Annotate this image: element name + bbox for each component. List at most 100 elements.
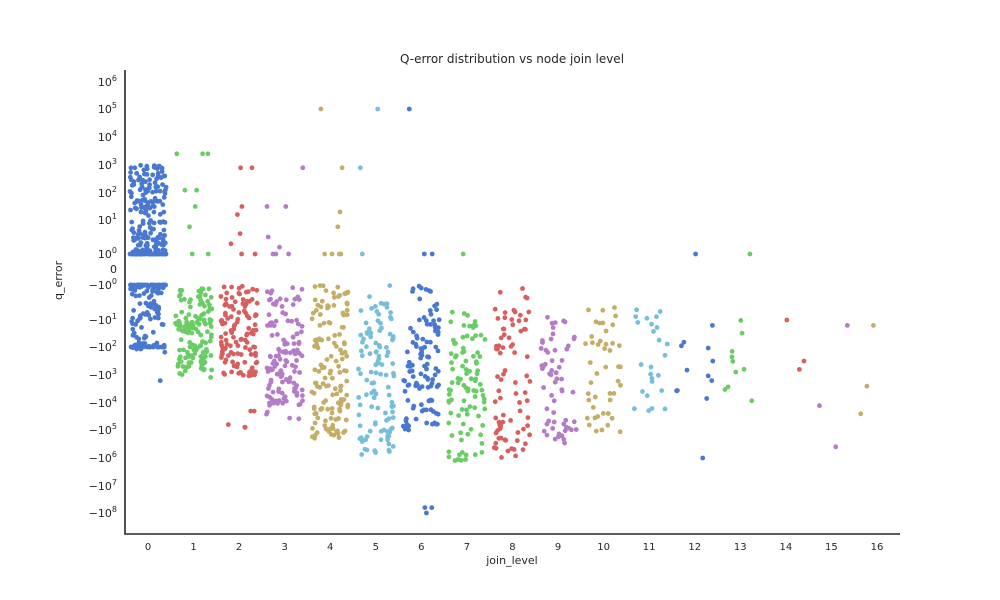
data-point — [408, 325, 413, 331]
y-tick-label: −106 — [89, 450, 117, 465]
data-point — [143, 300, 149, 306]
data-point — [150, 237, 156, 243]
data-point — [134, 235, 139, 241]
data-point — [571, 336, 577, 342]
data-point — [617, 343, 622, 348]
data-point — [559, 388, 565, 394]
data-point — [502, 310, 508, 315]
data-point — [465, 431, 471, 437]
data-point — [605, 422, 611, 428]
data-point — [188, 360, 194, 365]
data-point — [520, 447, 526, 452]
data-point — [200, 300, 205, 306]
data-point — [523, 327, 528, 332]
data-point — [649, 321, 654, 327]
data-point — [385, 349, 391, 355]
data-point — [410, 289, 415, 294]
data-point — [289, 318, 294, 324]
data-point — [517, 400, 522, 405]
data-point — [229, 303, 235, 309]
data-point — [229, 369, 235, 375]
data-point — [654, 314, 659, 320]
data-point — [600, 411, 606, 416]
data-point — [249, 165, 255, 171]
data-point — [384, 353, 390, 359]
data-point — [632, 406, 637, 412]
data-point — [189, 330, 195, 336]
data-point — [178, 337, 184, 343]
data-point — [294, 358, 299, 363]
data-point — [335, 224, 341, 230]
data-point — [414, 380, 419, 386]
y-tick-label: −102 — [89, 339, 117, 354]
data-point — [552, 320, 558, 325]
data-point — [178, 292, 183, 297]
data-point — [473, 388, 479, 394]
y-tick-label: 105 — [98, 101, 117, 116]
data-point — [424, 339, 430, 345]
data-point — [208, 318, 214, 323]
data-point — [562, 428, 568, 434]
data-point — [151, 301, 157, 307]
data-point — [286, 251, 291, 257]
data-point — [337, 332, 342, 337]
data-point — [163, 282, 169, 288]
data-point — [135, 318, 141, 324]
data-point — [264, 411, 269, 417]
data-point — [284, 359, 290, 365]
data-point — [413, 416, 419, 422]
data-point — [130, 315, 136, 321]
data-point — [424, 407, 429, 413]
data-point — [459, 407, 465, 412]
data-point — [422, 344, 428, 350]
data-point — [404, 422, 410, 427]
data-point — [375, 106, 381, 112]
data-point — [549, 358, 555, 364]
data-point — [499, 455, 504, 460]
data-point — [154, 340, 160, 346]
data-point — [296, 402, 302, 408]
data-point — [282, 350, 288, 355]
data-point — [616, 364, 621, 370]
data-point — [335, 430, 341, 436]
data-point — [200, 286, 206, 292]
data-point — [295, 321, 301, 327]
data-point — [344, 353, 350, 359]
data-point — [292, 369, 297, 374]
data-point — [710, 358, 716, 364]
data-point — [299, 323, 305, 329]
data-point — [513, 453, 518, 459]
data-point — [390, 336, 396, 342]
data-point — [463, 452, 469, 458]
data-point — [593, 428, 599, 434]
data-point — [128, 286, 134, 292]
data-point — [386, 441, 392, 447]
data-point — [675, 388, 680, 393]
data-point — [460, 251, 466, 257]
data-point — [514, 438, 520, 443]
data-point — [479, 450, 485, 455]
data-point — [218, 294, 224, 299]
data-point — [569, 427, 574, 433]
data-point — [239, 251, 245, 257]
data-point — [325, 303, 331, 308]
data-point — [200, 350, 206, 355]
data-point — [136, 177, 141, 183]
data-point — [607, 391, 613, 396]
data-point — [296, 339, 302, 345]
data-point — [310, 426, 315, 431]
data-point — [201, 366, 207, 372]
data-point — [664, 341, 670, 347]
data-point — [270, 400, 276, 406]
data-point — [344, 392, 350, 398]
data-point — [844, 323, 850, 328]
data-point — [446, 399, 452, 405]
data-point — [384, 301, 390, 307]
data-point — [428, 322, 433, 327]
data-point — [146, 213, 151, 218]
data-point — [460, 345, 466, 351]
data-point — [151, 204, 157, 210]
data-point — [480, 393, 486, 398]
data-point — [559, 376, 564, 382]
data-point — [273, 353, 279, 359]
